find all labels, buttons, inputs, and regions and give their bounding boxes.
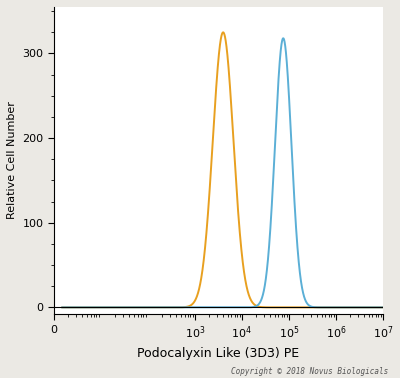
Text: Copyright © 2018 Novus Biologicals: Copyright © 2018 Novus Biologicals: [231, 367, 388, 376]
Y-axis label: Relative Cell Number: Relative Cell Number: [7, 102, 17, 220]
X-axis label: Podocalyxin Like (3D3) PE: Podocalyxin Like (3D3) PE: [137, 347, 300, 360]
